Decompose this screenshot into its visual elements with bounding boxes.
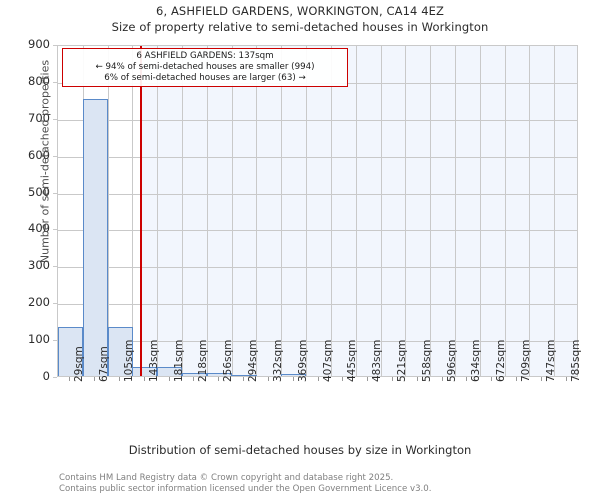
gridline	[58, 193, 577, 195]
annotation-line-property: 6 ASHFIELD GARDENS: 137sqm	[136, 51, 274, 61]
attribution-footer: Contains HM Land Registry data © Crown c…	[59, 473, 579, 494]
gridline	[529, 46, 530, 376]
gridline	[232, 46, 233, 376]
x-tick-label: 67sqm	[98, 346, 111, 382]
gridline	[207, 46, 208, 376]
x-tick-label: 785sqm	[569, 339, 582, 382]
annotation-line-smaller: ← 94% of semi-detached houses are smalle…	[95, 61, 315, 72]
footer-line-1: Contains HM Land Registry data © Crown c…	[59, 473, 394, 483]
x-tick-label: 218sqm	[197, 339, 210, 382]
x-tick-mark	[268, 377, 269, 381]
x-tick-label: 143sqm	[147, 339, 160, 382]
gridline	[58, 119, 577, 121]
footer-line-2: Contains public sector information licen…	[59, 483, 432, 494]
x-tick-label: 445sqm	[346, 339, 359, 382]
y-tick-mark	[53, 377, 57, 378]
page-subtitle: Size of property relative to semi-detach…	[111, 20, 489, 34]
gridline	[480, 46, 481, 376]
x-tick-label: 709sqm	[519, 339, 532, 382]
x-tick-mark	[466, 377, 467, 381]
gridline	[58, 230, 577, 232]
annotation-line-larger: 6% of semi-detached houses are larger (6…	[104, 72, 306, 83]
gridline	[58, 156, 577, 158]
x-tick-label: 332sqm	[271, 339, 284, 382]
property-annotation-box: 6 ASHFIELD GARDENS: 137sqm ← 94% of semi…	[62, 48, 348, 88]
histogram-bar	[58, 326, 83, 376]
y-tick-label: 100	[28, 332, 50, 347]
gridline	[157, 46, 158, 376]
y-tick-label: 0	[42, 369, 50, 383]
x-tick-mark	[243, 377, 244, 381]
gridline	[132, 46, 133, 376]
upper-range-tint	[141, 46, 577, 376]
x-tick-label: 407sqm	[321, 339, 334, 382]
property-size-marker-line	[140, 46, 143, 376]
histogram-bar	[157, 366, 182, 376]
gridline	[554, 46, 555, 376]
histogram-bar	[108, 326, 133, 376]
x-tick-mark	[218, 377, 219, 381]
gridline	[58, 267, 577, 269]
histogram-bar	[182, 373, 207, 376]
x-tick-mark	[367, 377, 368, 381]
gridline	[405, 46, 406, 376]
x-tick-mark	[541, 377, 542, 381]
x-tick-mark	[392, 377, 393, 381]
x-tick-label: 634sqm	[470, 339, 483, 382]
x-tick-label: 181sqm	[172, 339, 185, 382]
gridline	[58, 304, 577, 306]
x-tick-mark	[342, 377, 343, 381]
x-tick-label: 256sqm	[222, 339, 235, 382]
x-tick-mark	[442, 377, 443, 381]
x-tick-label: 483sqm	[371, 339, 384, 382]
gridline	[430, 46, 431, 376]
x-tick-mark	[169, 377, 170, 381]
gridline	[331, 46, 332, 376]
x-tick-label: 521sqm	[395, 339, 408, 382]
plot-area	[57, 45, 578, 377]
x-tick-mark	[491, 377, 492, 381]
x-tick-mark	[119, 377, 120, 381]
x-tick-label: 29sqm	[73, 346, 86, 382]
histogram-bar	[281, 374, 306, 376]
gridline	[108, 46, 109, 376]
gridline	[505, 46, 506, 376]
x-tick-label: 369sqm	[296, 339, 309, 382]
x-tick-label: 596sqm	[445, 339, 458, 382]
x-tick-mark	[318, 377, 319, 381]
gridline	[182, 46, 183, 376]
histogram-bar	[132, 366, 157, 376]
x-tick-label: 672sqm	[495, 339, 508, 382]
gridline	[306, 46, 307, 376]
histogram-bar	[232, 374, 257, 376]
x-tick-label: 747sqm	[544, 339, 557, 382]
histogram-bar	[83, 99, 108, 376]
x-tick-label: 558sqm	[420, 339, 433, 382]
gridline	[455, 46, 456, 376]
x-tick-mark	[193, 377, 194, 381]
histogram-bar	[207, 373, 232, 376]
x-axis-label: Distribution of semi-detached houses by …	[128, 443, 472, 457]
gridline	[256, 46, 257, 376]
x-tick-mark	[144, 377, 145, 381]
gridline	[58, 341, 577, 343]
page-title: 6, ASHFIELD GARDENS, WORKINGTON, CA14 4E…	[156, 4, 444, 18]
x-tick-mark	[417, 377, 418, 381]
x-tick-mark	[516, 377, 517, 381]
gridline	[356, 46, 357, 376]
gridline	[281, 46, 282, 376]
x-tick-label: 105sqm	[123, 339, 136, 382]
y-axis-label: Number of semi-detached properties	[38, 59, 52, 264]
x-tick-mark	[293, 377, 294, 381]
x-tick-label: 294sqm	[247, 339, 260, 382]
x-tick-mark	[566, 377, 567, 381]
gridline	[381, 46, 382, 376]
x-tick-mark	[69, 377, 70, 381]
x-tick-mark	[94, 377, 95, 381]
